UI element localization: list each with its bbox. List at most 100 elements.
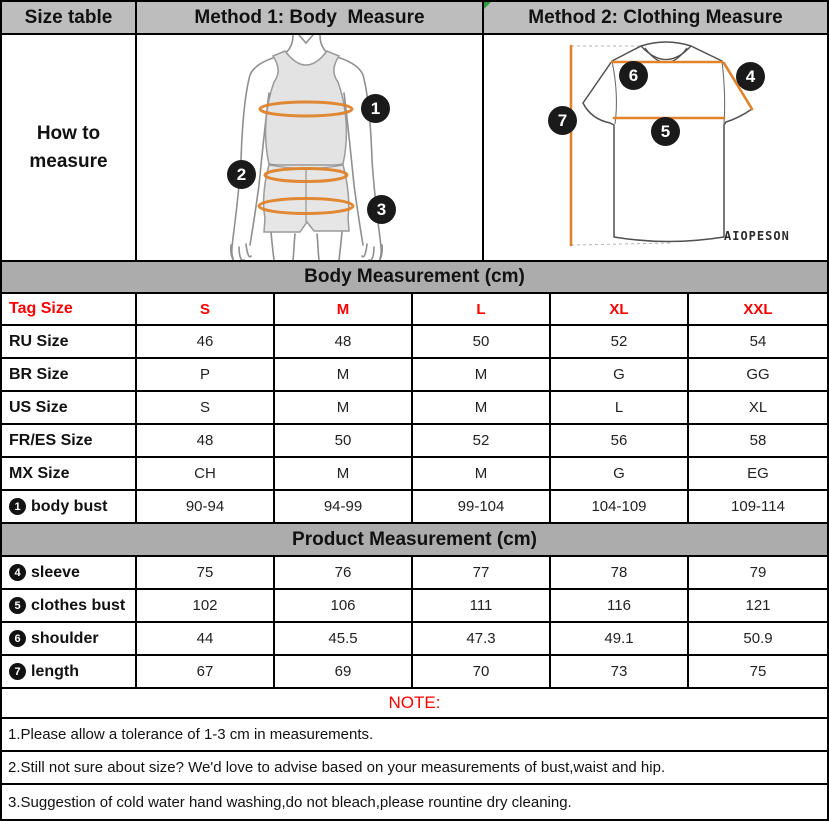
table-cell: 75: [137, 557, 275, 588]
table-cell: 76: [275, 557, 413, 588]
note-item: 2.Still not sure about size? We'd love t…: [2, 752, 827, 785]
marker-7-badge: 7: [9, 663, 26, 680]
table-cell: 73: [551, 656, 689, 687]
table-cell: 106: [275, 590, 413, 621]
cell-flag-icon: [484, 2, 491, 9]
table-cell: 99-104: [413, 491, 551, 522]
table-cell: 52: [551, 326, 689, 357]
row-label-text: clothes bust: [31, 596, 126, 614]
size-s-header: S: [137, 294, 275, 324]
bust-measure-line: [258, 100, 354, 118]
row-label-text: length: [31, 662, 79, 680]
marker-1-bust: 1: [361, 94, 390, 123]
table-cell: P: [137, 359, 275, 390]
table-cell: 78: [551, 557, 689, 588]
note-text: 1.Please allow a tolerance of 1-3 cm in …: [8, 726, 374, 743]
table-cell: 75: [749, 663, 767, 680]
top-header-row: Size table Method 1: Body Measure Method…: [2, 2, 827, 35]
note-title: NOTE:: [388, 693, 441, 712]
how-to-measure-label: How to measure: [2, 35, 137, 260]
marker-4-badge: 4: [9, 564, 26, 581]
method2-header-label: Method 2: Clothing Measure: [528, 6, 783, 28]
table-cell: 50: [413, 326, 551, 357]
note-text: 2.Still not sure about size? We'd love t…: [8, 759, 666, 776]
marker-1-badge: 1: [9, 498, 26, 515]
table-cell: 79: [749, 564, 767, 581]
table-row-fres-size: FR/ES Size 48 50 52 56 58: [2, 425, 827, 458]
table-cell: 49.1: [551, 623, 689, 654]
row-label: MX Size: [2, 458, 137, 489]
row-label: FR/ES Size: [2, 425, 137, 456]
table-cell: 109-114: [731, 498, 785, 515]
size-l-header: L: [413, 294, 551, 324]
table-cell: M: [275, 392, 413, 423]
table-row-sleeve: 4 sleeve 75 76 77 78 79: [2, 557, 827, 590]
table-row-br-size: BR Size P M M G GG: [2, 359, 827, 392]
table-cell: G: [551, 359, 689, 390]
table-cell: M: [413, 458, 551, 489]
table-cell: 77: [413, 557, 551, 588]
body-measurement-title: Body Measurement (cm): [2, 262, 827, 294]
sleeve-measure-line: [722, 61, 754, 111]
table-cell: G: [551, 458, 689, 489]
product-measurement-title: Product Measurement (cm): [2, 524, 827, 557]
row-label: 6 shoulder: [2, 623, 137, 654]
row-label-text: shoulder: [31, 629, 99, 647]
table-cell: 54: [749, 333, 767, 350]
table-cell: 50.9: [743, 630, 773, 647]
table-cell: GG: [746, 366, 770, 383]
row-label: RU Size: [2, 326, 137, 357]
table-cell: 48: [275, 326, 413, 357]
table-cell: 90-94: [137, 491, 275, 522]
table-cell: XL: [748, 399, 768, 416]
table-cell: 52: [413, 425, 551, 456]
table-cell: 94-99: [275, 491, 413, 522]
tshirt-drawing: [569, 41, 754, 247]
note-item: 3.Suggestion of cold water hand washing,…: [2, 785, 827, 819]
table-cell: 48: [137, 425, 275, 456]
marker-5-badge: 5: [9, 597, 26, 614]
table-cell: M: [413, 392, 551, 423]
table-row-shoulder: 6 shoulder 44 45.5 47.3 49.1 50.9: [2, 623, 827, 656]
brand-label: AIOPESON: [724, 229, 790, 243]
table-row-us-size: US Size S M M L XL: [2, 392, 827, 425]
table-cell: L: [551, 392, 689, 423]
table-cell: 56: [551, 425, 689, 456]
size-xxl-header: XXL: [743, 300, 773, 318]
table-row-clothes-bust: 5 clothes bust 102 106 111 116 121: [2, 590, 827, 623]
row-label: 5 clothes bust: [2, 590, 137, 621]
table-row-length: 7 length 67 69 70 73 75: [2, 656, 827, 689]
method1-header: Method 1: Body Measure: [137, 2, 484, 33]
tag-size-row: Tag Size S M L XL XXL: [2, 294, 827, 326]
table-cell: S: [137, 392, 275, 423]
size-table-header: Size table: [2, 2, 137, 33]
table-cell: 111: [413, 590, 551, 621]
table-cell: 121: [745, 597, 771, 614]
row-label: 4 sleeve: [2, 557, 137, 588]
marker-7-length: 7: [548, 106, 577, 135]
row-label-text: sleeve: [31, 563, 80, 581]
note-item: 1.Please allow a tolerance of 1-3 cm in …: [2, 719, 827, 752]
size-m-header: M: [275, 294, 413, 324]
hip-measure-line: [257, 197, 355, 215]
illustration-row: How to measure: [2, 35, 827, 262]
marker-2-waist: 2: [227, 160, 256, 189]
waist-measure-line: [263, 167, 349, 183]
table-row-body-bust: 1 body bust 90-94 94-99 99-104 104-109 1…: [2, 491, 827, 524]
method2-header: Method 2: Clothing Measure: [484, 2, 827, 33]
row-label: US Size: [2, 392, 137, 423]
table-cell: 58: [749, 432, 767, 449]
marker-5-clothes-bust: 5: [651, 117, 680, 146]
table-cell: 104-109: [551, 491, 689, 522]
row-label: 7 length: [2, 656, 137, 687]
guide-dashed-lines: [570, 45, 671, 246]
row-label: BR Size: [2, 359, 137, 390]
table-cell: 67: [137, 656, 275, 687]
tank-top: [264, 50, 348, 168]
tag-size-label: Tag Size: [2, 294, 137, 324]
table-cell: 50: [275, 425, 413, 456]
table-cell: 45.5: [275, 623, 413, 654]
marker-3-hip: 3: [367, 195, 396, 224]
table-row-ru-size: RU Size 46 48 50 52 54: [2, 326, 827, 359]
